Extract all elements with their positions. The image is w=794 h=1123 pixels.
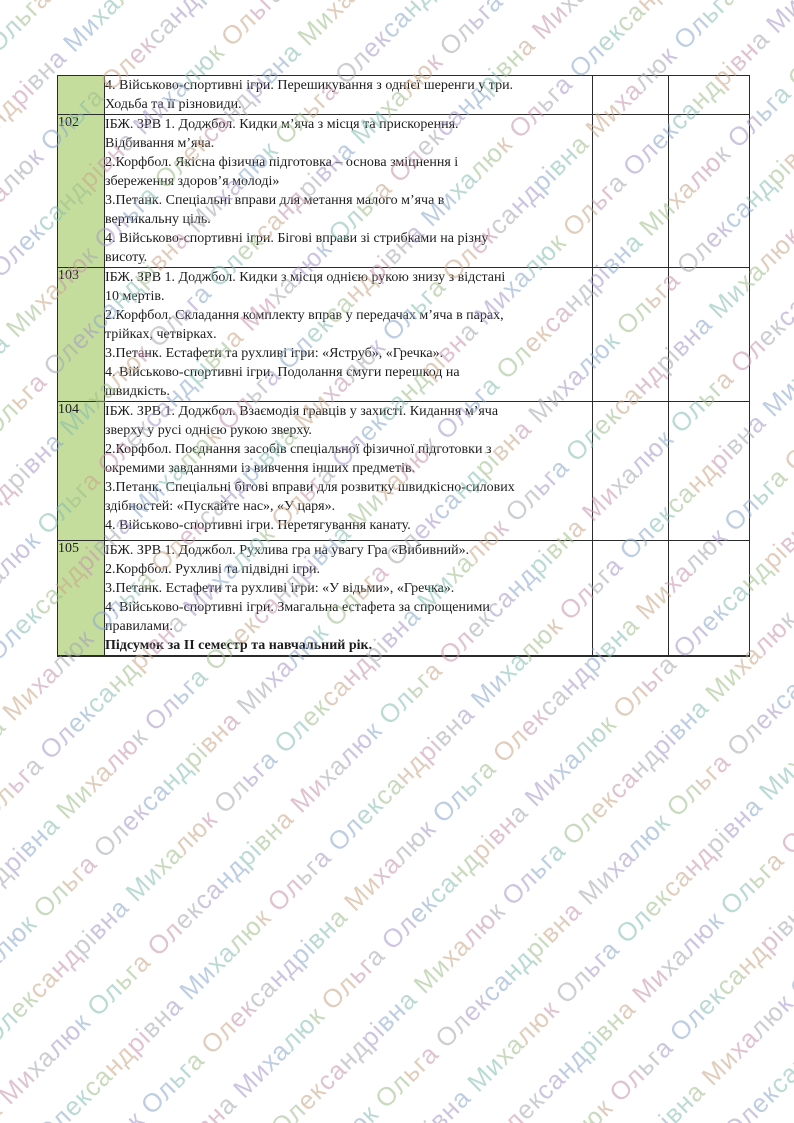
content-line: 3.Петанк. Спеціальні бігові вправи для р…	[105, 480, 515, 495]
watermark-text-line: Михалюк Ольга Олександрівна Михалюк Ольг…	[0, 0, 794, 42]
table-row: 103 ІБЖ. ЗРВ 1. Доджбол. Кидки з місця о…	[57, 267, 750, 402]
empty-column-cell	[592, 75, 669, 115]
content-line: ІБЖ. ЗРВ 1. Доджбол. Взаємодія гравців у…	[105, 404, 499, 419]
content-line: здібностей: «Пускайте нас», «У царя».	[105, 499, 336, 514]
lesson-number-cell: 102	[57, 114, 105, 268]
content-line: 4. Військово-спортивні ігри. Бігові впра…	[105, 231, 489, 246]
content-line: 4. Військово-спортивні ігри. Змагальна е…	[105, 600, 490, 615]
content-line: висоту.	[105, 250, 148, 265]
content-line: ІБЖ. ЗРВ 1. Доджбол. Кидки м’яча з місця…	[105, 117, 459, 132]
content-line: 4. Військово-спортивні ігри. Перетягуван…	[105, 518, 411, 533]
empty-column-cell	[668, 114, 750, 268]
empty-column-cell	[592, 114, 669, 268]
lesson-content-cell: ІБЖ. ЗРВ 1. Доджбол. Рухлива гра на уваг…	[104, 540, 593, 657]
content-line: 2.Корфбол. Рухливі та підвідні ігри.	[105, 562, 321, 577]
table-row: 102 ІБЖ. ЗРВ 1. Доджбол. Кидки м’яча з м…	[57, 114, 750, 268]
table-row: 105 ІБЖ. ЗРВ 1. Доджбол. Рухлива гра на …	[57, 540, 750, 657]
content-line: 4. Військово-спортивні ігри. Подолання с…	[105, 365, 460, 380]
lesson-content-cell: ІБЖ. ЗРВ 1. Доджбол. Кидки м’яча з місця…	[104, 114, 593, 268]
content-line: ІБЖ. ЗРВ 1. Доджбол. Кидки з місця одніє…	[105, 270, 506, 285]
content-line: зверху у русі однією рукою зверху.	[105, 423, 312, 438]
table-row: 104 ІБЖ. ЗРВ 1. Доджбол. Взаємодія гравц…	[57, 401, 750, 541]
lesson-plan-table: 4. Військово-спортивні ігри. Перешикуван…	[57, 75, 750, 657]
empty-column-cell	[668, 75, 750, 115]
content-line: Відбивання м’яча.	[105, 136, 215, 151]
content-line: вертикальну ціль.	[105, 212, 211, 227]
content-line: 3.Петанк. Спеціальні вправи для метання …	[105, 193, 445, 208]
content-line: 4. Військово-спортивні ігри. Перешикуван…	[105, 78, 514, 93]
empty-column-cell	[668, 267, 750, 402]
content-line: окремими завданнями із вивчення інших пр…	[105, 461, 416, 476]
content-line: Ходьба та її різновиди.	[105, 97, 242, 112]
lesson-content-cell: ІБЖ. ЗРВ 1. Доджбол. Взаємодія гравців у…	[104, 401, 593, 541]
empty-column-cell	[592, 540, 669, 657]
content-line: 3.Петанк. Естафети та рухливі ігри: «У в…	[105, 581, 455, 596]
empty-column-cell	[592, 401, 669, 541]
content-line: правилами.	[105, 619, 173, 634]
lesson-number-cell: 105	[57, 540, 105, 657]
empty-column-cell	[668, 401, 750, 541]
table-row: 4. Військово-спортивні ігри. Перешикуван…	[57, 75, 750, 115]
content-line: 2.Корфбол. Складання комплекту вправ у п…	[105, 308, 504, 323]
lesson-number-cell: 104	[57, 401, 105, 541]
content-line: 2.Корфбол. Поєднання засобів спеціальної…	[105, 442, 492, 457]
empty-column-cell	[668, 540, 750, 657]
content-line: 2.Корфбол. Якісна фізична підготовка – о…	[105, 155, 459, 170]
content-line: ІБЖ. ЗРВ 1. Доджбол. Рухлива гра на уваг…	[105, 543, 470, 558]
content-line: 10 мертів.	[105, 289, 165, 304]
empty-column-cell	[592, 267, 669, 402]
semester-summary-line: Підсумок за ІІ семестр та навчальний рік…	[105, 638, 373, 653]
content-line: швидкість.	[105, 384, 170, 399]
content-line: трійках, четвірках.	[105, 327, 217, 342]
lesson-content-cell: 4. Військово-спортивні ігри. Перешикуван…	[104, 75, 593, 115]
content-line: 3.Петанк. Естафети та рухливі ігри: «Яст…	[105, 346, 444, 361]
lesson-number-cell	[57, 75, 105, 115]
lesson-number-cell: 103	[57, 267, 105, 402]
content-line: збереження здоров’я молоді»	[105, 174, 280, 189]
lesson-content-cell: ІБЖ. ЗРВ 1. Доджбол. Кидки з місця одніє…	[104, 267, 593, 402]
